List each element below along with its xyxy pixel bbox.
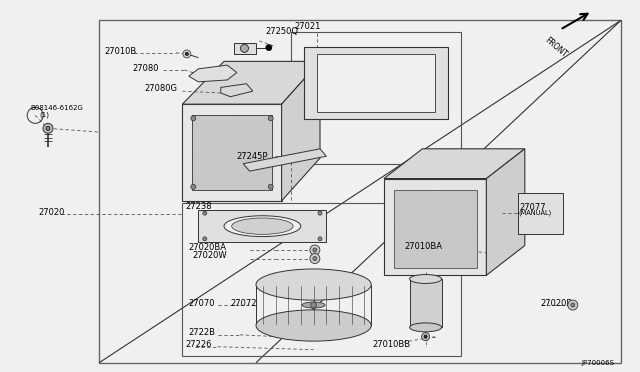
Circle shape <box>313 248 317 252</box>
Text: 27020BA: 27020BA <box>189 243 227 252</box>
Circle shape <box>424 335 427 338</box>
Polygon shape <box>394 190 477 268</box>
Text: B08146-6162G: B08146-6162G <box>31 105 84 111</box>
Polygon shape <box>282 61 320 201</box>
Polygon shape <box>243 149 326 171</box>
Ellipse shape <box>302 302 325 308</box>
Circle shape <box>268 184 273 189</box>
Text: (1): (1) <box>40 111 50 118</box>
Text: 27245P: 27245P <box>237 152 268 161</box>
Circle shape <box>241 44 248 52</box>
Text: 27021: 27021 <box>294 22 321 31</box>
Polygon shape <box>384 179 486 275</box>
Text: 27035M: 27035M <box>358 64 392 73</box>
Ellipse shape <box>256 310 371 341</box>
Text: 27238: 27238 <box>186 202 212 211</box>
Text: 27010BA: 27010BA <box>404 242 442 251</box>
Text: 27020: 27020 <box>38 208 65 217</box>
Ellipse shape <box>232 218 293 234</box>
Text: 27020B: 27020B <box>541 299 573 308</box>
Circle shape <box>422 333 429 341</box>
Text: 27072: 27072 <box>230 299 257 308</box>
Ellipse shape <box>410 275 442 283</box>
Ellipse shape <box>410 323 442 332</box>
Polygon shape <box>317 54 435 112</box>
Text: 27080: 27080 <box>132 64 159 73</box>
Polygon shape <box>384 149 525 179</box>
Circle shape <box>191 184 196 189</box>
Circle shape <box>191 116 196 121</box>
Circle shape <box>571 303 575 307</box>
Polygon shape <box>182 104 282 201</box>
Text: 27070: 27070 <box>189 299 215 308</box>
Polygon shape <box>99 20 621 363</box>
Circle shape <box>43 124 53 133</box>
Circle shape <box>310 302 317 308</box>
Polygon shape <box>304 46 448 119</box>
Text: FRONT: FRONT <box>543 36 569 59</box>
Circle shape <box>310 254 320 263</box>
Text: 27250Q: 27250Q <box>266 27 299 36</box>
Polygon shape <box>234 43 256 54</box>
Text: 2722B: 2722B <box>189 328 216 337</box>
Circle shape <box>268 116 273 121</box>
Text: 27226: 27226 <box>186 340 212 349</box>
Circle shape <box>203 237 207 241</box>
Circle shape <box>186 52 188 55</box>
Polygon shape <box>410 279 442 327</box>
Ellipse shape <box>224 216 301 237</box>
Circle shape <box>318 211 322 215</box>
Polygon shape <box>182 61 320 104</box>
Polygon shape <box>189 65 237 82</box>
Circle shape <box>318 237 322 241</box>
Ellipse shape <box>256 269 371 300</box>
Text: (MANUAL): (MANUAL) <box>518 209 552 216</box>
Polygon shape <box>518 193 563 234</box>
Text: JP70006S: JP70006S <box>581 360 614 366</box>
Text: 27077: 27077 <box>520 203 547 212</box>
Text: 27080G: 27080G <box>144 84 177 93</box>
Text: 27010B: 27010B <box>104 47 136 56</box>
Polygon shape <box>486 149 525 275</box>
Circle shape <box>313 257 317 260</box>
Circle shape <box>183 50 191 58</box>
Polygon shape <box>192 115 272 190</box>
Text: 27020W: 27020W <box>192 251 227 260</box>
Circle shape <box>568 300 578 310</box>
Circle shape <box>266 45 272 51</box>
Polygon shape <box>198 210 326 242</box>
Circle shape <box>203 211 207 215</box>
Circle shape <box>310 245 320 255</box>
Polygon shape <box>221 84 253 97</box>
Text: 27010BB: 27010BB <box>372 340 411 349</box>
Circle shape <box>46 126 50 130</box>
